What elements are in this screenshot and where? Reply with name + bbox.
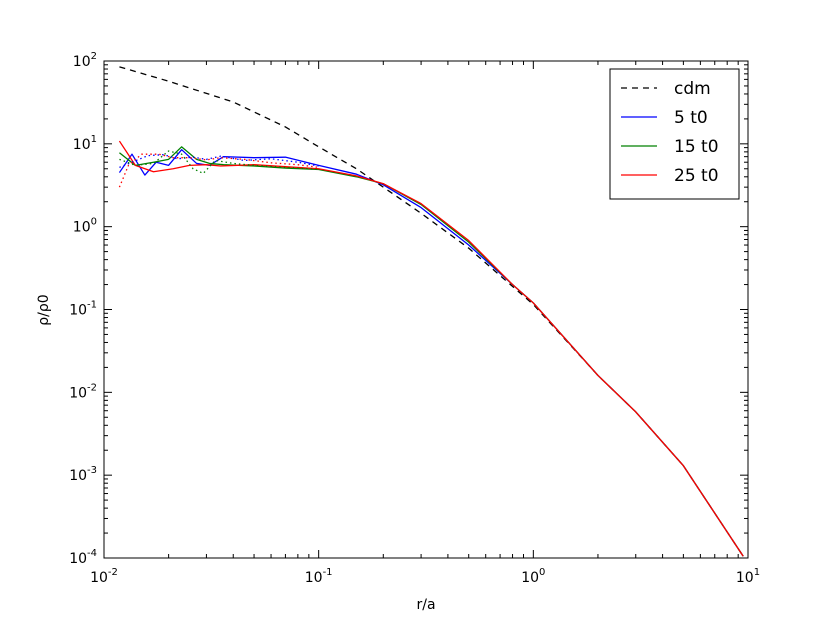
series-line-extra-5	[119, 150, 319, 175]
y-tick-label: 10-1	[69, 300, 97, 319]
legend-frame	[609, 68, 740, 200]
ticks-layer: 10-2 10-1 100 101 102 101 100 10-1 10-2 10-3 10-4	[69, 51, 760, 586]
y-tick-label: 10-2	[69, 382, 97, 401]
x-axis-label: r/a	[416, 597, 435, 613]
legend: cdm 5 t0 15 t0 25 t0	[609, 68, 740, 200]
y-tick-label: 102	[73, 51, 97, 70]
legend-label-15-t0: 15 t0	[674, 137, 719, 157]
x-tick-label: 10-2	[90, 567, 118, 586]
series-layer	[118, 66, 744, 557]
series-line-extra-6	[118, 153, 319, 188]
series-line-extra-4	[119, 154, 319, 168]
legend-label-5-t0: 5 t0	[674, 108, 708, 128]
x-tick-label: 10-1	[305, 567, 333, 586]
y-axis-label: ρ/ρ0	[36, 294, 52, 325]
series-line-25-t0	[118, 140, 744, 557]
y-tick-label: 10-3	[69, 465, 97, 484]
legend-label-cdm: cdm	[674, 79, 711, 99]
x-tick-label: 100	[521, 567, 545, 586]
plot-frame	[103, 60, 749, 559]
y-tick-label: 100	[73, 217, 97, 236]
y-tick-label: 101	[73, 134, 97, 153]
legend-label-25-t0: 25 t0	[674, 166, 719, 186]
y-tick-label: 10-4	[69, 548, 97, 567]
x-tick-label: 101	[736, 567, 760, 586]
